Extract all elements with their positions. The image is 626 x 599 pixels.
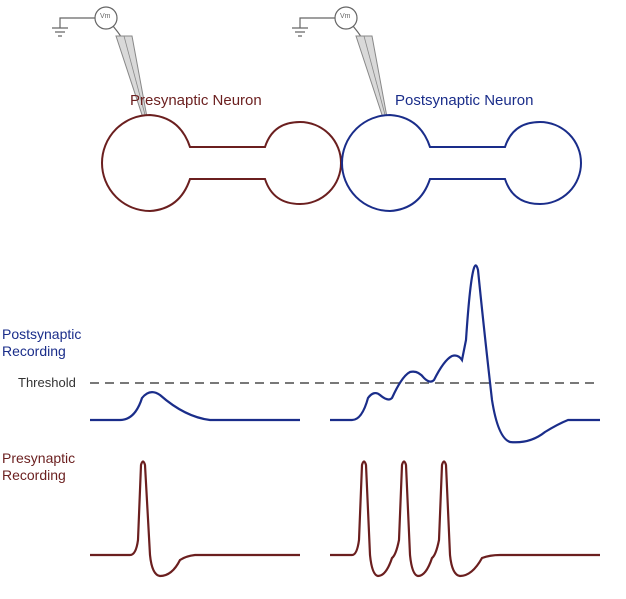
presynaptic-trace-right <box>330 462 600 577</box>
presynaptic-recording-l1: Presynaptic <box>2 450 75 467</box>
electrode-left <box>52 7 149 130</box>
postsynaptic-recording-l1: Postsynaptic <box>2 326 81 343</box>
postsynaptic-neuron-shape <box>342 115 581 211</box>
presynaptic-neuron-shape <box>102 115 341 211</box>
postsynaptic-trace-left <box>90 392 300 420</box>
electrode-right <box>292 7 389 130</box>
postsynaptic-trace-right <box>330 265 600 442</box>
postsynaptic-recording-label: Postsynaptic Recording <box>2 326 81 360</box>
presynaptic-recording-label: Presynaptic Recording <box>2 450 75 484</box>
presynaptic-trace-left <box>90 462 300 577</box>
postsynaptic-neuron-label: Postsynaptic Neuron <box>395 92 533 109</box>
vm-label-left: Vm <box>100 13 111 20</box>
postsynaptic-recording-l2: Recording <box>2 343 81 360</box>
presynaptic-recording-l2: Recording <box>2 467 75 484</box>
presynaptic-neuron-label: Presynaptic Neuron <box>130 92 262 109</box>
vm-label-right: Vm <box>340 13 351 20</box>
threshold-label: Threshold <box>18 375 76 390</box>
diagram-svg <box>0 0 626 599</box>
